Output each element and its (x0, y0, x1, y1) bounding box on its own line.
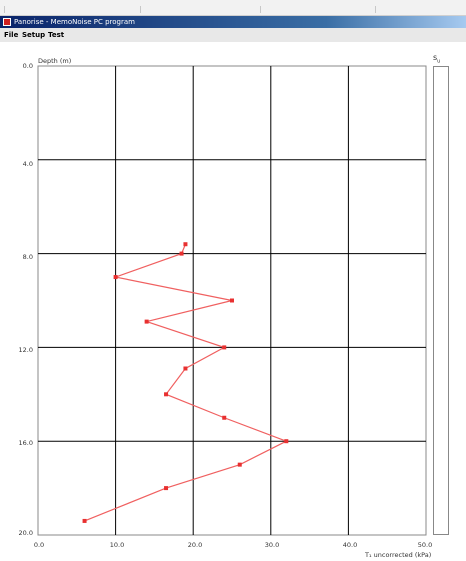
data-point (183, 366, 188, 371)
x-tick-label: 50.0 (417, 541, 433, 549)
data-point (113, 275, 118, 280)
data-point (237, 462, 242, 467)
y-tick-label: 20.0 (18, 529, 33, 537)
title-bar[interactable]: Panorise - MemoNoise PC program (0, 16, 466, 28)
data-point (284, 439, 289, 444)
divider (140, 6, 141, 13)
y-tick-label: 0.0 (22, 62, 33, 70)
top-strip (0, 0, 466, 16)
data-point (183, 242, 188, 247)
menu-setup[interactable]: Setup (22, 31, 46, 39)
x-tick-label: 0.0 (33, 541, 45, 549)
menu-bar: File Setup Test (0, 28, 466, 42)
x-tick-label: 10.0 (109, 541, 125, 549)
menu-test[interactable]: Test (48, 31, 65, 39)
data-point (222, 345, 227, 350)
y-tick-label: 16.0 (18, 439, 33, 447)
su-label-main: s (433, 53, 438, 62)
x-axis-title: T₁ uncorrected (kPa) (365, 551, 432, 559)
y-axis-title: Depth (m) (38, 57, 72, 65)
data-point (222, 415, 227, 420)
data-point (164, 392, 169, 397)
y-tick-label: 12.0 (18, 346, 33, 354)
data-point (164, 486, 169, 491)
data-point (144, 319, 149, 324)
x-tick-label: 30.0 (264, 541, 280, 549)
su-panel (433, 66, 449, 535)
divider (4, 6, 5, 13)
divider (375, 6, 376, 13)
y-tick-label: 4.0 (22, 160, 33, 168)
su-label-sub: u (437, 58, 441, 65)
x-tick-label: 20.0 (187, 541, 203, 549)
data-point (82, 518, 87, 523)
data-point (230, 298, 234, 303)
window-title: Panorise - MemoNoise PC program (14, 18, 135, 26)
divider (260, 6, 261, 13)
su-label: su (433, 53, 440, 65)
app-icon (3, 18, 11, 26)
menu-file[interactable]: File (4, 31, 19, 39)
x-tick-label: 40.0 (342, 541, 358, 549)
y-tick-label: 8.0 (22, 253, 33, 261)
data-point (179, 251, 184, 256)
